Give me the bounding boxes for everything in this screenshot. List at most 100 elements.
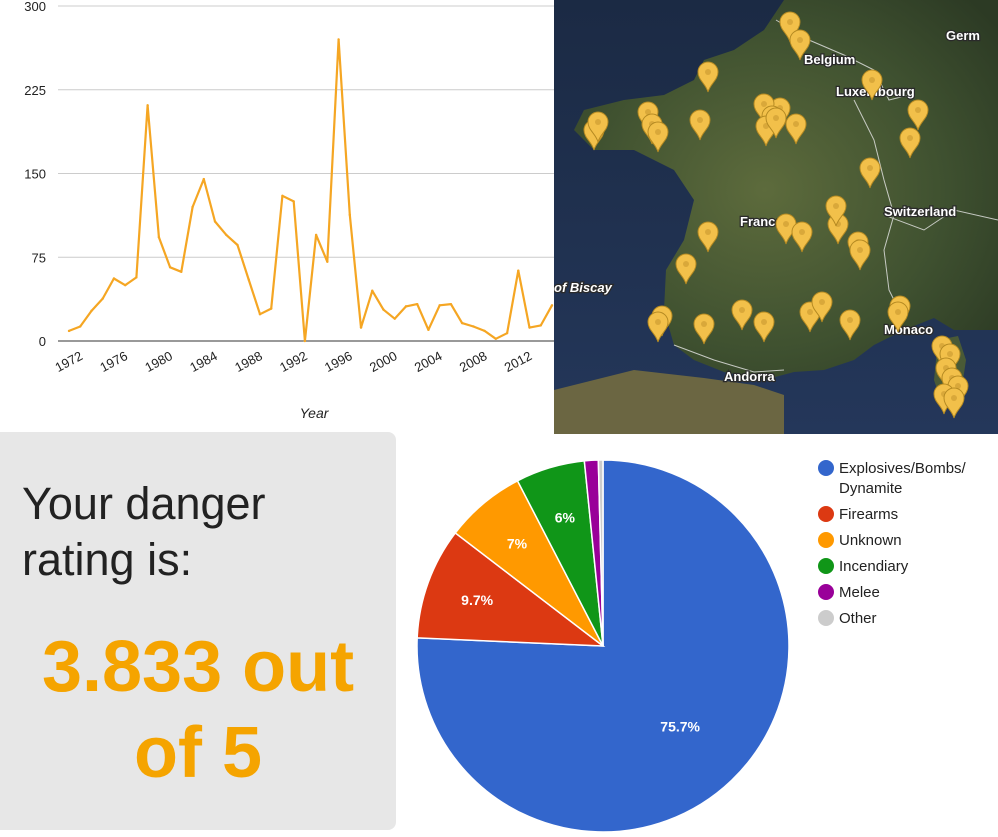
legend-swatch[interactable]	[818, 506, 834, 522]
pie-chart: 75.7% 9.7% 7% 6% Explosives/Bombs/Dynamite Fi…	[416, 459, 967, 833]
legend-label[interactable]: Dynamite	[839, 480, 902, 497]
x-tick-label: 1988	[232, 348, 265, 375]
map-pin-icon[interactable]	[647, 311, 669, 343]
map-label-france: France	[740, 214, 783, 229]
data-point	[438, 304, 441, 307]
x-tick-label: 1984	[187, 348, 220, 375]
series-line	[68, 38, 553, 343]
data-point	[494, 337, 498, 340]
slice-label: 75.7%	[660, 719, 700, 735]
map-label-monaco: Monaco	[884, 322, 933, 337]
map-pin-icon[interactable]	[765, 107, 787, 139]
map-markers[interactable]	[583, 11, 969, 419]
data-point	[180, 270, 183, 273]
rating-title: Your danger rating is:	[22, 476, 382, 588]
map-pin-icon[interactable]	[785, 113, 807, 145]
map-pin-icon[interactable]	[825, 195, 847, 227]
data-point	[517, 269, 520, 272]
legend-swatch[interactable]	[818, 532, 834, 548]
legend-label[interactable]: Firearms	[839, 506, 898, 523]
data-point	[314, 233, 318, 237]
rating-title-line2: rating is:	[22, 534, 193, 585]
map-pin-icon[interactable]	[887, 301, 909, 333]
map-pin-icon[interactable]	[861, 69, 883, 101]
map-label-germany: Germ	[946, 28, 980, 43]
map-pin-icon[interactable]	[647, 121, 669, 153]
danger-rating-card: Your danger rating is: 3.833 out of 5	[0, 432, 396, 830]
map-pin-icon[interactable]	[697, 61, 719, 93]
pie-slice[interactable]	[597, 459, 604, 647]
map-pin-icon[interactable]	[731, 299, 753, 331]
data-point	[539, 324, 542, 327]
data-point	[135, 276, 138, 279]
map-pin-icon[interactable]	[811, 291, 833, 323]
map-pin-icon[interactable]	[791, 221, 813, 253]
legend-swatch[interactable]	[818, 610, 834, 626]
x-tick-label: 1996	[322, 348, 355, 375]
map-pin-icon[interactable]	[789, 29, 811, 61]
data-point	[326, 260, 329, 263]
data-point	[79, 325, 82, 328]
map-pin-icon[interactable]	[587, 111, 609, 143]
data-point	[281, 194, 284, 198]
map-pin-icon[interactable]	[839, 309, 861, 341]
data-point	[359, 326, 363, 329]
map-pin-icon[interactable]	[697, 221, 719, 253]
data-point	[348, 213, 352, 217]
data-point	[393, 317, 396, 320]
map-label-biscay: of Biscay	[554, 280, 613, 295]
map-label-belgium: Belgium	[804, 52, 855, 67]
data-point	[123, 283, 127, 287]
legend-label[interactable]: Unknown	[839, 532, 902, 549]
rating-value: 3.833 out of 5	[0, 624, 396, 796]
data-point	[382, 308, 385, 311]
pie-slice[interactable]	[416, 531, 606, 647]
map-pin-icon[interactable]	[899, 127, 921, 159]
legend-swatch[interactable]	[818, 584, 834, 600]
slice-label: 7%	[507, 535, 528, 551]
map-pin-icon[interactable]	[689, 109, 711, 141]
legend-label[interactable]: Incendiary	[839, 558, 909, 575]
map-pin-icon[interactable]	[675, 253, 697, 285]
data-point	[157, 235, 161, 239]
data-point	[460, 321, 464, 325]
y-tick-label: 0	[39, 334, 46, 349]
x-tick-label: 1972	[52, 348, 85, 375]
legend-label[interactable]: Other	[839, 610, 877, 627]
data-point	[90, 309, 93, 313]
slice-label: 6%	[555, 510, 576, 526]
data-point	[146, 104, 149, 107]
land-area	[574, 0, 998, 380]
x-tick-label: 1992	[277, 348, 310, 375]
x-tick-label: 2000	[367, 348, 400, 375]
rating-title-line1: Your danger	[22, 478, 266, 529]
data-point	[483, 329, 486, 333]
map-pin-icon[interactable]	[943, 387, 965, 419]
legend-label[interactable]: Melee	[839, 584, 880, 601]
data-point	[247, 278, 250, 281]
map-pin-icon[interactable]	[753, 311, 775, 343]
y-tick-label: 300	[24, 0, 46, 14]
data-point	[416, 302, 419, 306]
data-point	[269, 307, 273, 310]
legend-swatch[interactable]	[818, 558, 834, 574]
map-pin-icon[interactable]	[693, 313, 715, 345]
x-tick-label: 1976	[97, 348, 130, 375]
map-pin-icon[interactable]	[859, 157, 881, 189]
data-point	[67, 329, 71, 333]
map-pin-icon[interactable]	[849, 239, 871, 271]
data-point	[472, 325, 475, 328]
rating-value-line1: 3.833 out	[41, 627, 355, 707]
line-chart: 0 75 150 225 300 1972 1976 1980 1984 1988 1992 1996…	[24, 0, 554, 421]
satellite-map[interactable]: Germ Belgium Luxembourg Switzerland Fran…	[554, 0, 998, 434]
x-tick-label: 2012	[502, 348, 535, 375]
data-point	[258, 313, 262, 316]
map-panel[interactable]: Germ Belgium Luxembourg Switzerland Fran…	[554, 0, 998, 434]
legend-swatch[interactable]	[818, 460, 834, 476]
map-pin-icon[interactable]	[907, 99, 929, 131]
legend-label[interactable]: Explosives/Bombs/	[839, 460, 967, 477]
y-tick-label: 75	[32, 250, 46, 265]
map-label-andorra: Andorra	[724, 369, 775, 384]
data-point	[449, 302, 453, 306]
pie-chart-panel: 75.7% 9.7% 7% 6% Explosives/Bombs/Dynamite Fi…	[396, 432, 998, 833]
